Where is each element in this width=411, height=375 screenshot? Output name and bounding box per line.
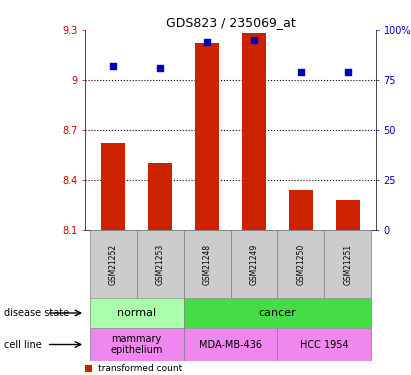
Text: GSM21253: GSM21253 — [156, 243, 164, 285]
Bar — [242, 33, 266, 230]
Text: normal: normal — [117, 308, 156, 318]
Point — [344, 69, 351, 75]
Point — [298, 69, 304, 75]
Bar — [90, 230, 136, 298]
Text: transformed count: transformed count — [98, 364, 182, 373]
Text: MDA-MB-436: MDA-MB-436 — [199, 339, 262, 350]
Bar — [277, 328, 371, 361]
Point — [157, 65, 164, 71]
Bar — [231, 230, 277, 298]
Text: cell line: cell line — [4, 339, 42, 350]
Point — [204, 39, 210, 45]
Bar — [289, 190, 313, 230]
Bar — [184, 230, 231, 298]
Bar — [195, 44, 219, 230]
Text: disease state: disease state — [4, 308, 69, 318]
Text: GSM21251: GSM21251 — [343, 243, 352, 285]
Text: GSM21250: GSM21250 — [296, 243, 305, 285]
Bar — [148, 164, 172, 230]
Text: cancer: cancer — [259, 308, 296, 318]
Title: GDS823 / 235069_at: GDS823 / 235069_at — [166, 16, 296, 29]
Text: mammary
epithelium: mammary epithelium — [111, 334, 163, 355]
Bar — [336, 200, 360, 230]
Point — [251, 37, 257, 43]
Bar — [90, 298, 184, 328]
Bar — [184, 298, 371, 328]
Bar — [277, 230, 324, 298]
Bar — [184, 328, 277, 361]
Bar — [102, 143, 125, 230]
Bar — [324, 230, 371, 298]
Text: GSM21249: GSM21249 — [249, 243, 259, 285]
Bar — [90, 328, 184, 361]
Text: GSM21248: GSM21248 — [203, 243, 212, 285]
Bar — [136, 230, 184, 298]
Text: HCC 1954: HCC 1954 — [300, 339, 349, 350]
Text: GSM21252: GSM21252 — [109, 243, 118, 285]
Point — [110, 63, 116, 69]
